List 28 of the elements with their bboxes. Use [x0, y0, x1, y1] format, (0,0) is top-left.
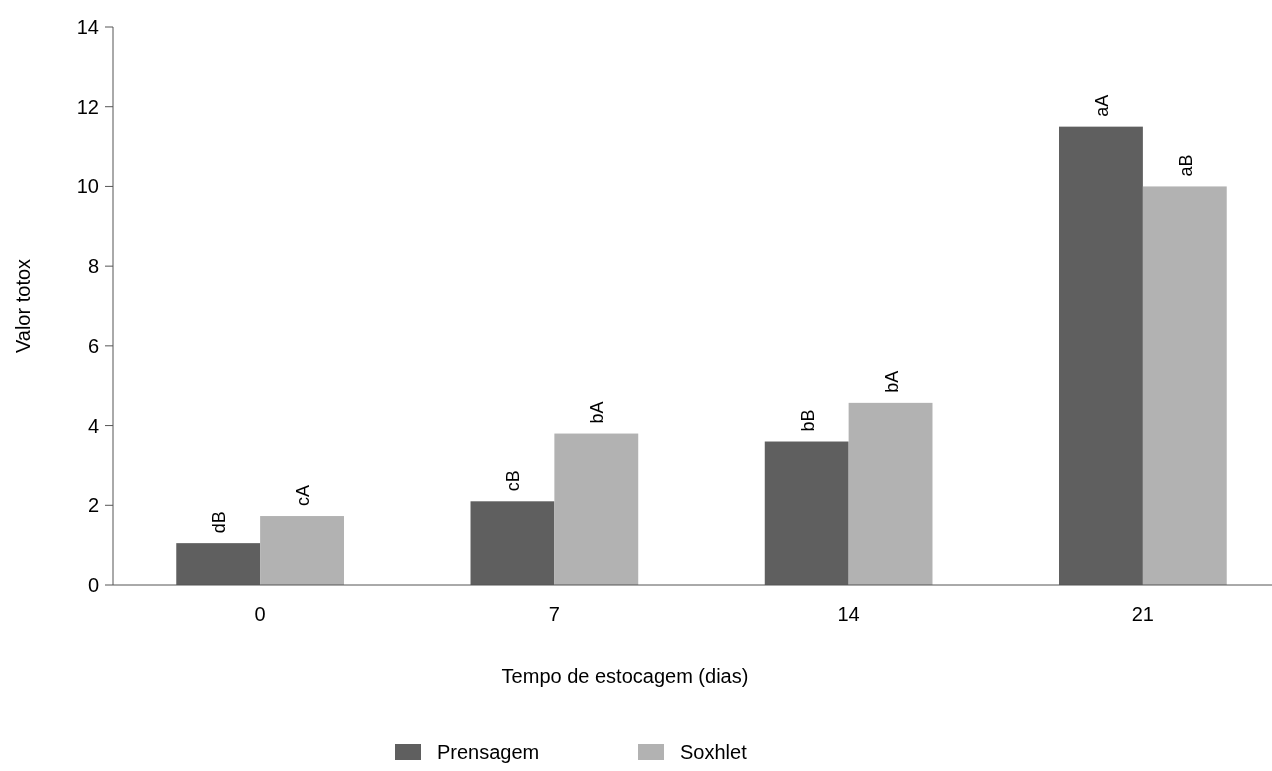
y-tick-label: 12	[76, 95, 99, 118]
x-tick-label: 14	[837, 603, 860, 625]
y-tick-label: 2	[87, 494, 99, 517]
y-tick-label: 4	[87, 414, 99, 437]
bar	[554, 433, 639, 585]
legend-label: Prensagem	[437, 741, 540, 763]
y-axis-title: Valor totox	[12, 258, 34, 354]
data-label: dB	[209, 511, 230, 534]
data-label: aB	[1175, 154, 1196, 177]
y-tick-label: 14	[76, 16, 99, 38]
x-axis-title: Tempo de estocagem (dias)	[501, 665, 749, 687]
x-tick-label: 7	[548, 603, 560, 625]
data-label: cB	[503, 470, 524, 492]
y-tick-label: 8	[87, 255, 99, 278]
data-label: bB	[797, 409, 818, 432]
bar	[848, 402, 933, 585]
y-tick-label: 6	[87, 334, 99, 357]
x-tick-label: 21	[1131, 603, 1154, 625]
data-label: cA	[293, 485, 314, 507]
bar	[260, 516, 344, 585]
data-label: bA	[881, 370, 902, 393]
x-tick-label: 0	[254, 603, 266, 625]
y-tick-label: 10	[76, 175, 99, 198]
data-label: bA	[587, 401, 608, 424]
y-tick-label: 0	[87, 574, 99, 596]
data-label: aA	[1091, 94, 1112, 117]
bar	[1142, 186, 1227, 585]
legend-label: Soxhlet	[680, 741, 748, 763]
